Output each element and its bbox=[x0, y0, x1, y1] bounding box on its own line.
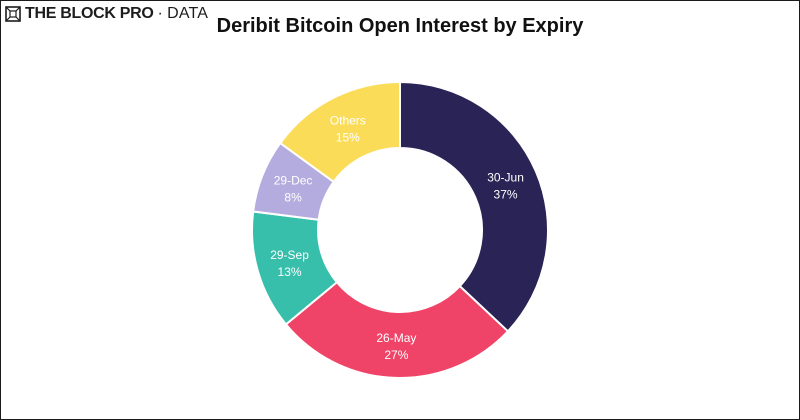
slice-label-26-may: 26-May bbox=[376, 331, 416, 345]
slice-26-may bbox=[284, 280, 510, 379]
slice-value-26-may: 27% bbox=[384, 348, 408, 362]
slice-label-30-jun: 30-Jun bbox=[487, 170, 524, 184]
slice-30-jun bbox=[399, 80, 549, 333]
slice-label-29-sep: 29-Sep bbox=[270, 248, 309, 262]
brand-product: DATA bbox=[167, 5, 209, 22]
slice-value-30-jun: 37% bbox=[494, 187, 518, 201]
brand-name: THE BLOCK PRO bbox=[25, 5, 154, 22]
slice-label-others: Others bbox=[330, 114, 366, 128]
chart-title: Deribit Bitcoin Open Interest by Expiry bbox=[216, 15, 584, 37]
slice-value-29-sep: 13% bbox=[278, 265, 302, 279]
brand-separator: · bbox=[157, 5, 164, 22]
slice-others bbox=[278, 80, 401, 184]
cube-logo-icon bbox=[5, 6, 21, 22]
slice-value-others: 15% bbox=[336, 131, 360, 145]
slice-label-29-dec: 29-Dec bbox=[274, 174, 313, 188]
donut-slices bbox=[251, 80, 549, 379]
slice-value-29-dec: 8% bbox=[284, 191, 302, 205]
donut-labels: 30-Jun 37% 26-May 27% 29-Sep 13% 29-Dec 8% Other… bbox=[270, 114, 524, 362]
brand-logo: THE BLOCK PRO · DATA bbox=[5, 3, 208, 25]
